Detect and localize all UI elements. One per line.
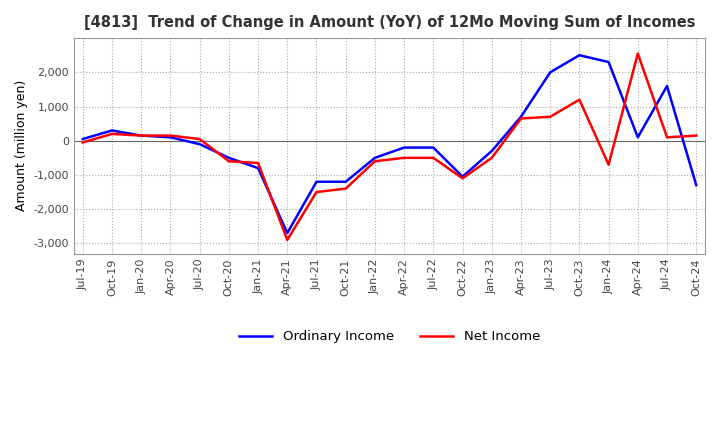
Ordinary Income [546,70,554,75]
Ordinary Income [283,231,292,236]
Net Income [166,133,175,138]
Net Income [546,114,554,119]
Title: [4813]  Trend of Change in Amount (YoY) of 12Mo Moving Sum of Incomes: [4813] Trend of Change in Amount (YoY) o… [84,15,696,30]
Net Income [604,162,613,167]
Ordinary Income [634,135,642,140]
Ordinary Income [78,136,87,142]
Ordinary Income [517,114,526,119]
Net Income [225,158,233,164]
Ordinary Income [253,165,262,171]
Ordinary Income [692,183,701,188]
Ordinary Income [312,179,321,184]
Net Income [692,133,701,138]
Ordinary Income [487,148,496,154]
Ordinary Income [166,135,175,140]
Ordinary Income [429,145,438,150]
Net Income [458,176,467,181]
Net Income [487,155,496,161]
Net Income [341,186,350,191]
Net Income [634,51,642,56]
Ordinary Income [575,52,584,58]
Net Income [283,237,292,242]
Net Income [253,160,262,165]
Line: Net Income: Net Income [83,54,696,240]
Ordinary Income [137,133,145,138]
Net Income [78,140,87,145]
Ordinary Income [195,142,204,147]
Net Income [195,136,204,142]
Ordinary Income [341,179,350,184]
Line: Ordinary Income: Ordinary Income [83,55,696,233]
Net Income [662,135,671,140]
Net Income [400,155,408,161]
Net Income [575,97,584,103]
Net Income [108,131,117,136]
Ordinary Income [662,83,671,88]
Ordinary Income [604,59,613,65]
Legend: Ordinary Income, Net Income: Ordinary Income, Net Income [234,325,545,348]
Ordinary Income [458,174,467,179]
Net Income [517,116,526,121]
Net Income [429,155,438,161]
Y-axis label: Amount (million yen): Amount (million yen) [15,80,28,212]
Net Income [137,133,145,138]
Ordinary Income [108,128,117,133]
Net Income [312,189,321,194]
Ordinary Income [225,155,233,161]
Ordinary Income [400,145,408,150]
Net Income [371,158,379,164]
Ordinary Income [371,155,379,161]
